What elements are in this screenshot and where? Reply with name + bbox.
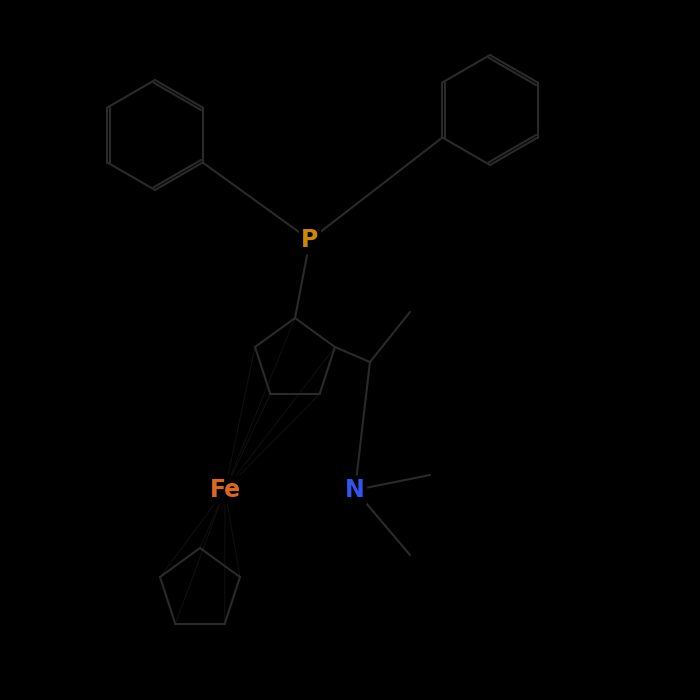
Text: Fe: Fe [209, 478, 241, 502]
Text: P: P [301, 228, 318, 252]
Text: N: N [345, 478, 365, 502]
